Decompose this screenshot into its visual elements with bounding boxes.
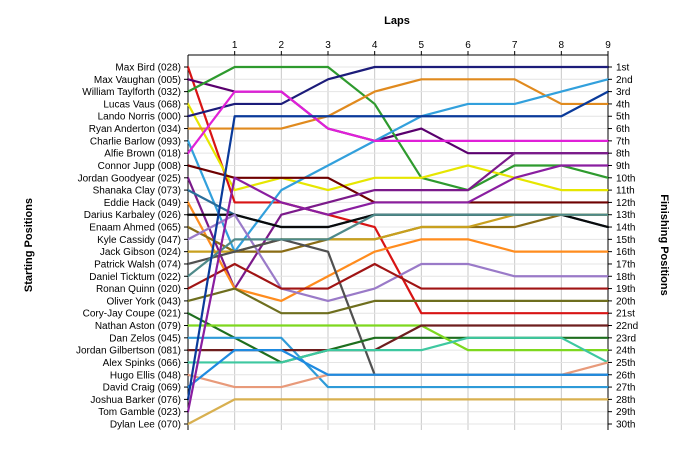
starting-driver-label: Ronan Quinn (020) (96, 284, 181, 295)
series-line (186, 398, 610, 426)
finishing-position-label: 4th (616, 99, 630, 110)
finishing-position-label: 8th (616, 149, 630, 160)
y-axis-title: Starting Positions (23, 198, 35, 292)
starting-driver-label: Patrick Walsh (074) (94, 259, 181, 270)
x-tick-label: 5 (419, 40, 425, 51)
finishing-position-label: 1st (616, 63, 630, 74)
series-line (186, 213, 610, 278)
starting-driver-label: Darius Karbaley (026) (84, 210, 181, 221)
series-line (186, 90, 610, 401)
finishing-position-labels: 1st2nd3rd4th5th6th7th8th9th10th11th12th1… (608, 63, 638, 431)
starting-driver-label: Charlie Barlow (093) (90, 136, 181, 147)
finishing-position-label: 6th (616, 124, 630, 135)
series-line (186, 336, 610, 364)
series-line (186, 349, 610, 389)
starting-driver-label: Jack Gibson (024) (100, 247, 181, 258)
x-tick-label: 3 (325, 40, 331, 51)
starting-driver-label: Alex Spinks (066) (103, 358, 181, 369)
finishing-position-label: 11th (616, 186, 635, 197)
finishing-position-label: 18th (616, 272, 635, 283)
finishing-position-label: 26th (616, 370, 635, 381)
finishing-position-label: 30th (616, 420, 635, 431)
starting-position-labels: Max Bird (028)Max Vaughan (005)William T… (76, 63, 188, 431)
starting-driver-label: Jordan Goodyear (025) (78, 173, 181, 184)
finishing-position-label: 17th (616, 259, 635, 270)
starting-driver-label: Max Vaughan (005) (94, 75, 181, 86)
finishing-position-label: 14th (616, 223, 635, 234)
series-line (186, 262, 610, 290)
x-tick-label: 9 (605, 40, 611, 51)
y2-axis-title: Finishing Positions (658, 194, 670, 295)
series-line (186, 336, 610, 389)
finishing-position-label: 29th (616, 407, 635, 418)
starting-driver-label: Dan Zelos (045) (109, 333, 181, 344)
series-line (186, 287, 610, 315)
starting-driver-label: Hugo Ellis (048) (110, 370, 181, 381)
series-line (186, 324, 610, 352)
starting-driver-label: David Craig (069) (103, 383, 181, 394)
finishing-position-label: 28th (616, 395, 635, 406)
starting-driver-label: Connor Jupp (008) (98, 161, 181, 172)
x-tick-label: 4 (372, 40, 378, 51)
finishing-position-label: 9th (616, 161, 630, 172)
finishing-position-label: 10th (616, 173, 635, 184)
starting-driver-label: Daniel Ticktum (022) (89, 272, 181, 283)
finishing-position-label: 12th (616, 198, 635, 209)
starting-driver-label: Tom Gamble (023) (98, 407, 181, 418)
starting-driver-label: Jordan Gilbertson (081) (76, 346, 181, 357)
x-tick-label: 2 (279, 40, 285, 51)
finishing-position-label: 19th (616, 284, 635, 295)
x-axis-title: Laps (384, 15, 410, 27)
x-tick-label: 1 (232, 40, 238, 51)
starting-driver-label: Ryan Anderton (034) (89, 124, 181, 135)
starting-driver-label: Nathan Aston (079) (95, 321, 181, 332)
finishing-position-label: 20th (616, 296, 635, 307)
series-line (186, 78, 610, 130)
starting-driver-label: Dylan Lee (070) (110, 420, 181, 431)
x-axis-ticks: 1 2 3 4 5 6 7 8 9 (232, 40, 611, 55)
x-tick-label: 8 (559, 40, 565, 51)
starting-driver-label: Oliver York (043) (107, 296, 181, 307)
starting-driver-label: Shanaka Clay (073) (93, 186, 181, 197)
finishing-position-label: 16th (616, 247, 635, 258)
finishing-position-label: 24th (616, 346, 635, 357)
starting-driver-label: Alfie Brown (018) (104, 149, 181, 160)
series-line (186, 65, 610, 315)
starting-driver-label: Max Bird (028) (115, 63, 181, 74)
starting-driver-label: Lucas Vaus (068) (103, 99, 181, 110)
starting-driver-label: Eddie Hack (049) (104, 198, 181, 209)
finishing-position-label: 13th (616, 210, 635, 221)
starting-driver-label: William Taylforth (032) (82, 87, 181, 98)
finishing-position-label: 5th (616, 112, 630, 123)
finishing-position-label: 22nd (616, 321, 638, 332)
finishing-position-label: 25th (616, 358, 635, 369)
finishing-position-label: 15th (616, 235, 635, 246)
starting-driver-label: Kyle Cassidy (047) (97, 235, 181, 246)
starting-driver-label: Joshua Barker (076) (90, 395, 181, 406)
finishing-position-label: 23rd (616, 333, 636, 344)
x-tick-label: 6 (465, 40, 471, 51)
finishing-position-label: 27th (616, 383, 635, 394)
finishing-position-label: 2nd (616, 75, 633, 86)
starting-driver-label: Lando Norris (000) (98, 112, 181, 123)
starting-driver-label: Enaam Ahmed (065) (89, 223, 181, 234)
x-tick-label: 7 (512, 40, 518, 51)
series-line (186, 65, 610, 118)
finishing-position-label: 21st (616, 309, 635, 320)
series-line (186, 90, 610, 155)
series-line (186, 102, 610, 192)
series-line (186, 201, 610, 302)
finishing-position-label: 7th (616, 136, 630, 147)
series-line (186, 164, 610, 413)
starting-driver-label: Cory-Jay Coupe (021) (83, 309, 181, 320)
series-lines (186, 65, 610, 426)
finishing-position-label: 3rd (616, 87, 630, 98)
